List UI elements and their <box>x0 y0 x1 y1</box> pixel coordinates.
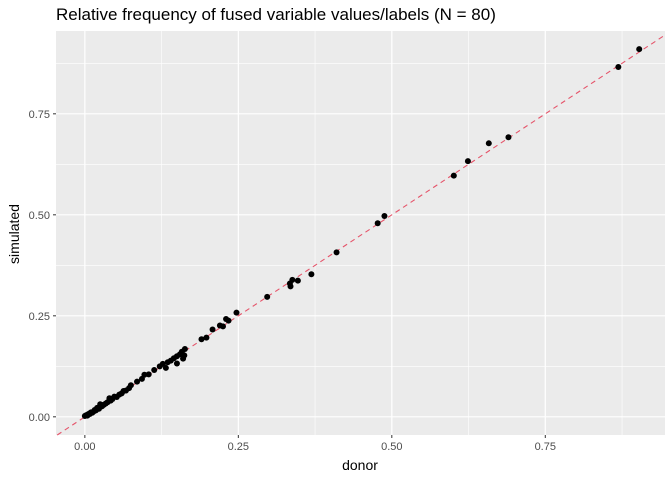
data-point <box>181 352 188 359</box>
x-tick-label: 0.00 <box>74 441 95 453</box>
data-point <box>162 364 169 371</box>
y-tick-label: 0.25 <box>29 311 50 323</box>
data-point <box>225 317 232 324</box>
data-point <box>287 283 294 290</box>
data-point <box>615 63 622 70</box>
data-point <box>198 336 205 343</box>
x-axis-title: donor <box>342 457 378 473</box>
data-point <box>141 371 148 378</box>
data-point <box>308 271 315 278</box>
y-tick-label: 0.00 <box>29 412 50 424</box>
data-point <box>264 293 271 300</box>
data-point <box>127 382 134 389</box>
data-point <box>209 326 216 333</box>
data-point <box>381 213 388 220</box>
x-tick-label: 0.75 <box>535 441 556 453</box>
data-point <box>134 378 141 385</box>
data-point <box>636 46 643 53</box>
minor-gridlines <box>56 31 665 435</box>
y-tick-label: 0.50 <box>29 210 50 222</box>
y-axis-ticks: 0.00 0.25 0.50 0.75 <box>29 109 56 424</box>
data-points <box>81 46 643 420</box>
x-tick-label: 0.25 <box>228 441 249 453</box>
data-point <box>289 276 296 283</box>
data-point <box>203 334 210 341</box>
data-point <box>485 140 492 147</box>
x-axis-ticks: 0.00 0.25 0.50 0.75 <box>74 435 556 453</box>
data-point <box>505 134 512 141</box>
data-point <box>450 172 457 179</box>
data-point <box>219 323 226 330</box>
x-tick-label: 0.50 <box>381 441 402 453</box>
data-point <box>374 220 381 227</box>
y-tick-label: 0.75 <box>29 109 50 121</box>
data-point <box>145 371 152 378</box>
data-point <box>333 249 340 256</box>
y-axis-title: simulated <box>6 204 22 264</box>
data-point <box>173 360 180 367</box>
data-point <box>181 345 188 352</box>
major-gridlines <box>56 31 665 435</box>
data-point <box>151 366 158 373</box>
data-point <box>294 277 301 284</box>
data-point <box>233 309 240 316</box>
chart-title: Relative frequency of fused variable val… <box>56 5 496 24</box>
data-point <box>464 158 471 165</box>
